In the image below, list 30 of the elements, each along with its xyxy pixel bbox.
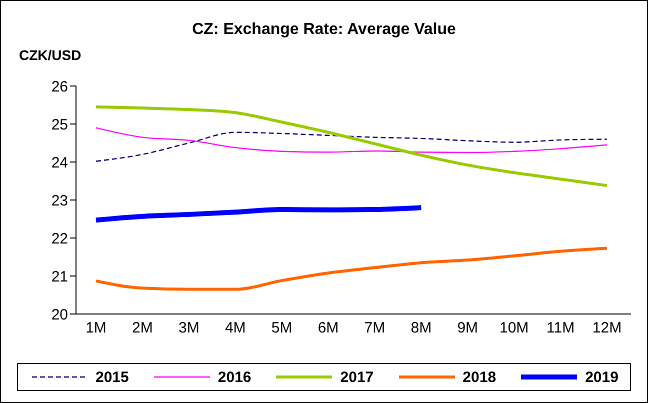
y-tick-label: 21: [51, 268, 68, 286]
legend-label: 2017: [340, 368, 374, 386]
x-tick-label: 3M: [178, 320, 200, 337]
line-series: [94, 246, 608, 291]
x-tick-label: 4M: [224, 320, 246, 337]
y-tick-label: 26: [51, 78, 68, 96]
y-tick-label: 23: [51, 192, 68, 210]
x-tick-label: 9M: [457, 320, 478, 337]
line-series: [95, 132, 608, 162]
legend-label: 2016: [218, 368, 252, 386]
y-tick-label: 25: [51, 116, 68, 134]
x-tick-label: 6M: [318, 320, 339, 337]
legend-label: 2019: [585, 368, 618, 386]
legend-label: 2015: [96, 368, 129, 386]
x-tick-label: 5M: [271, 320, 292, 337]
x-tick-label: 10M: [499, 320, 529, 337]
line-series: [95, 127, 608, 154]
x-tick-label: 8M: [410, 320, 432, 337]
y-axis-title: CZK/USD: [19, 47, 82, 63]
x-tick-label: 2M: [132, 320, 153, 337]
y-tick-label: 22: [51, 230, 68, 248]
x-tick-label: 1M: [86, 320, 106, 337]
x-tick-label: 7M: [364, 320, 386, 337]
x-tick-label: 11M: [546, 320, 575, 337]
chart-title: CZ: Exchange Rate: Average Value: [191, 21, 457, 39]
x-tick-label: 12M: [592, 320, 622, 337]
y-tick-label: 24: [51, 154, 68, 172]
y-tick-label: 20: [51, 306, 68, 324]
line-series: [94, 105, 608, 188]
legend-label: 2018: [462, 368, 496, 386]
